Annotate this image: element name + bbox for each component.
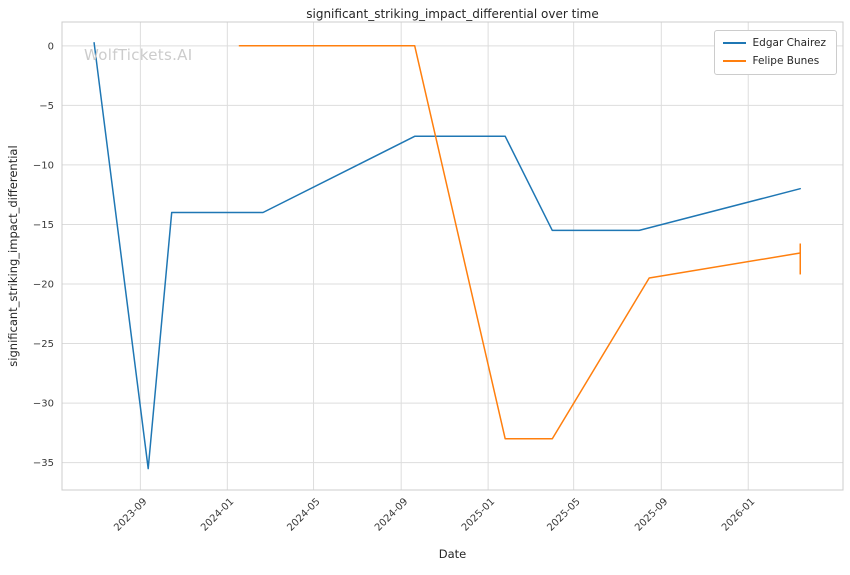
x-axis-label: Date (438, 547, 467, 561)
y-axis-label: significant_striking_impact_differential (6, 145, 20, 367)
y-tick-label: −30 (33, 399, 54, 410)
legend-item-felipe-bunes: Felipe Bunes (722, 55, 826, 67)
y-tick-label: −25 (33, 339, 54, 350)
legend-label: Felipe Bunes (752, 55, 820, 67)
chart-title: significant_striking_impact_differential… (306, 7, 599, 21)
watermark: WolfTickets.AI (84, 46, 193, 64)
y-tick-label: −5 (39, 101, 54, 112)
y-tick-label: −20 (33, 279, 54, 290)
x-tick-label: 2026-01 (720, 496, 757, 533)
x-tick-label: 2024-01 (199, 496, 236, 533)
legend: Edgar Chairez Felipe Bunes (713, 30, 837, 75)
series-line-edgar-chairez (93, 42, 801, 470)
y-tick-label: −15 (33, 220, 54, 231)
axes-frame (61, 21, 844, 491)
x-tick-label: 2023-09 (112, 496, 149, 533)
y-tick-label: −35 (33, 458, 54, 469)
legend-swatch (722, 60, 746, 62)
x-tick-label: 2025-05 (545, 496, 582, 533)
x-tick-label: 2024-05 (285, 496, 322, 533)
x-tick-label: 2025-09 (633, 496, 670, 533)
x-tick-label: 2024-09 (373, 496, 410, 533)
x-tick-label: 2025-01 (460, 496, 497, 533)
legend-label: Edgar Chairez (752, 37, 826, 49)
y-tick-label: −10 (33, 160, 54, 171)
series-line-felipe-bunes (238, 45, 801, 440)
legend-swatch (722, 42, 746, 44)
legend-item-edgar-chairez: Edgar Chairez (722, 37, 826, 49)
y-tick-label: 0 (48, 41, 54, 52)
